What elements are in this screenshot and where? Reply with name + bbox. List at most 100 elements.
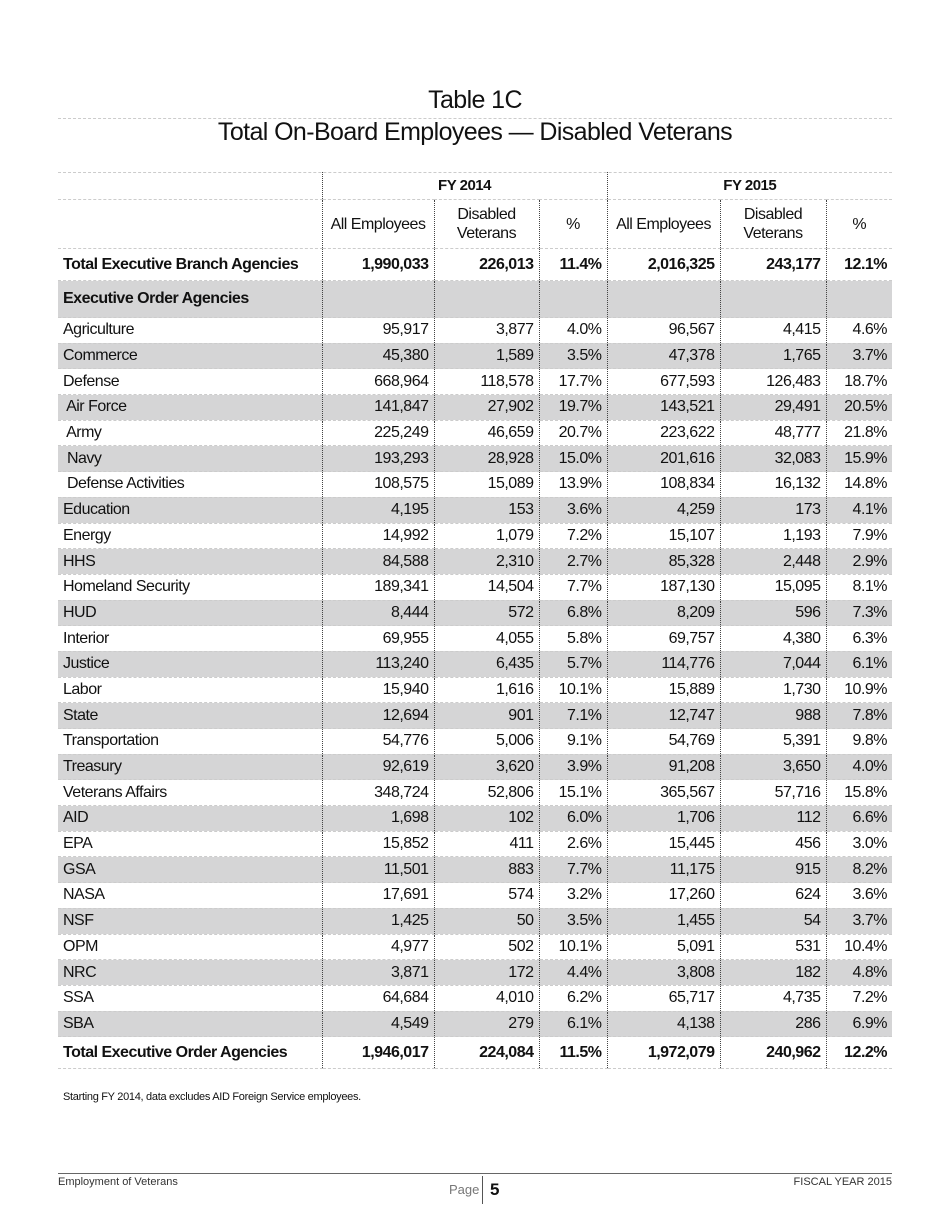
cell-value: 226,013: [433, 248, 539, 281]
footer-right: FISCAL YEAR 2015: [793, 1176, 892, 1188]
cell-value: 4.6%: [825, 317, 893, 344]
cell-value: 7,044: [719, 651, 826, 678]
table-row: Energy 14,992 1,079 7.2% 15,107 1,193 7.9%: [58, 523, 893, 550]
cell-value: 988: [719, 702, 826, 729]
cell-value: 2,310: [433, 548, 539, 575]
cell-value: 1,079: [433, 523, 539, 550]
cell-value: [606, 280, 720, 318]
cell-value: 5,006: [433, 728, 539, 755]
cell-value: 9.1%: [538, 728, 607, 755]
cell-value: 13.9%: [538, 471, 607, 498]
cell-value: 10.9%: [825, 677, 893, 704]
cell-value: 65,717: [606, 985, 720, 1012]
row-label: State: [58, 702, 322, 729]
cell-value: 11,501: [321, 856, 434, 884]
cell-value: 7.7%: [538, 856, 607, 884]
cell-value: 3,808: [606, 959, 720, 986]
table-row: Veterans Affairs 348,724 52,806 15.1% 365,56…: [58, 779, 893, 807]
cell-value: 4.0%: [538, 317, 607, 344]
cell-value: 201,616: [606, 445, 720, 473]
disabled-veterans-table: FY 2014 FY 2015 All Employees Disabled V…: [58, 172, 893, 1070]
footnote: Starting FY 2014, data excludes AID Fore…: [63, 1091, 361, 1103]
cell-value: 4,549: [321, 1011, 434, 1038]
cell-value: 46,659: [433, 420, 539, 447]
cell-value: 3.5%: [538, 908, 607, 935]
cell-value: 92,619: [321, 754, 434, 781]
total-branch-row: Total Executive Branch Agencies 1,990,033…: [58, 248, 893, 281]
cell-value: 1,589: [433, 343, 539, 370]
cell-value: 4,259: [606, 497, 720, 524]
cell-value: [321, 280, 434, 318]
page-label: Page: [449, 1182, 480, 1197]
cell-value: 1,730: [719, 677, 826, 704]
table-row: Navy 193,293 28,928 15.0% 201,616 32,083 15.9%: [58, 445, 893, 473]
cell-value: 5,091: [606, 934, 720, 961]
cell-value: 172: [433, 959, 539, 986]
cell-value: 15,107: [606, 523, 720, 550]
cell-value: 11.4%: [538, 248, 607, 281]
row-label: NRC: [58, 959, 322, 986]
cell-value: 84,588: [321, 548, 434, 575]
cell-value: 48,777: [719, 420, 826, 447]
row-label: GSA: [58, 856, 322, 884]
table-row: AID 1,698 102 6.0% 1,706 112 6.6%: [58, 805, 893, 832]
cell-value: 7.1%: [538, 702, 607, 729]
cell-value: 7.7%: [538, 574, 607, 601]
cell-value: 187,130: [606, 574, 720, 601]
cell-value: 173: [719, 497, 826, 524]
cell-value: 286: [719, 1011, 826, 1038]
cell-value: 102: [433, 805, 539, 832]
cell-value: 6.1%: [538, 1011, 607, 1038]
cell-value: 9.8%: [825, 728, 893, 755]
cell-value: 1,946,017: [321, 1036, 434, 1070]
header-column-row: All Employees Disabled Veterans % All Em…: [58, 199, 893, 249]
cell-value: 15,889: [606, 677, 720, 704]
row-label: Energy: [58, 523, 322, 550]
cell-value: 4,138: [606, 1011, 720, 1038]
row-label: Air Force: [58, 394, 322, 421]
cell-value: 8.2%: [825, 856, 893, 884]
cell-value: 348,724: [321, 779, 434, 807]
cell-value: 224,084: [433, 1036, 539, 1070]
row-label: Justice: [58, 651, 322, 678]
cell-value: 113,240: [321, 651, 434, 678]
cell-value: 8,209: [606, 600, 720, 627]
cell-value: 11,175: [606, 856, 720, 884]
cell-value: 4.8%: [825, 959, 893, 986]
cell-value: 15,089: [433, 471, 539, 498]
cell-value: 4.1%: [825, 497, 893, 524]
cell-value: 3.9%: [538, 754, 607, 781]
cell-value: 6,435: [433, 651, 539, 678]
cell-value: 531: [719, 934, 826, 961]
cell-value: 12.1%: [825, 248, 893, 281]
table-row: Agriculture 95,917 3,877 4.0% 96,567 4,415 4.6…: [58, 317, 893, 344]
cell-value: 28,928: [433, 445, 539, 473]
page-number: 5: [490, 1180, 500, 1199]
cell-value: 2,016,325: [606, 248, 720, 281]
row-label: Interior: [58, 625, 322, 652]
table-row: Defense Activities 108,575 15,089 13.9% 108,…: [58, 471, 893, 498]
row-label: Executive Order Agencies: [58, 280, 322, 318]
row-label: HUD: [58, 600, 322, 627]
cell-value: 1,706: [606, 805, 720, 832]
cell-value: 677,593: [606, 368, 720, 396]
table-row: NSF 1,425 50 3.5% 1,455 54 3.7%: [58, 908, 893, 935]
cell-value: 14.8%: [825, 471, 893, 498]
cell-value: 6.1%: [825, 651, 893, 678]
table-row: NRC 3,871 172 4.4% 3,808 182 4.8%: [58, 959, 893, 986]
cell-value: 574: [433, 882, 539, 909]
cell-value: 15.8%: [825, 779, 893, 807]
cell-value: 3.2%: [538, 882, 607, 909]
cell-value: 141,847: [321, 394, 434, 421]
cell-value: 3,877: [433, 317, 539, 344]
cell-value: 20.7%: [538, 420, 607, 447]
cell-value: 114,776: [606, 651, 720, 678]
cell-value: 5.8%: [538, 625, 607, 652]
cell-value: 118,578: [433, 368, 539, 396]
table-row: Treasury 92,619 3,620 3.9% 91,208 3,650 4.0%: [58, 754, 893, 781]
cell-value: 54: [719, 908, 826, 935]
cell-value: 10.1%: [538, 677, 607, 704]
cell-value: 4,055: [433, 625, 539, 652]
cell-value: 3.5%: [538, 343, 607, 370]
cell-value: 12.2%: [825, 1036, 893, 1070]
